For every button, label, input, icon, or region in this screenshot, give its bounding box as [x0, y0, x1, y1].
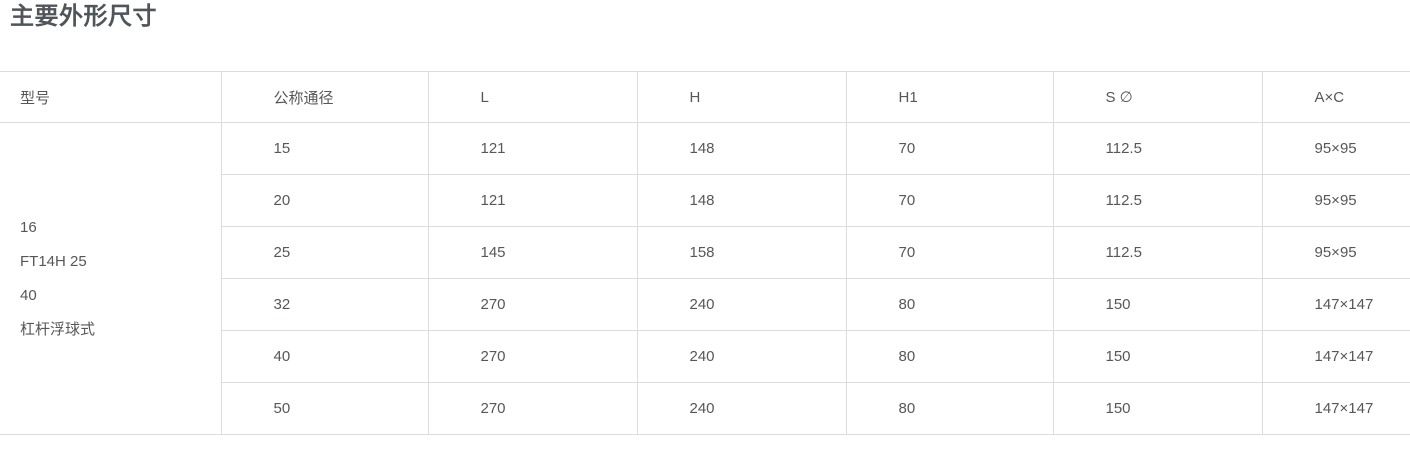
cell-h: 240 [636, 330, 847, 383]
cell-axc: 95×95 [1261, 122, 1410, 175]
cell-axc: 147×147 [1261, 382, 1410, 435]
cell-h: 148 [636, 174, 847, 227]
col-header-h1: H1 [845, 71, 1054, 123]
cell-dn: 20 [221, 174, 429, 227]
cell-l: 270 [427, 278, 638, 331]
model-cell: 16 FT14H 25 40 杠杆浮球式 [0, 122, 222, 435]
table-row: 16 FT14H 25 40 杠杆浮球式 15 121 148 70 112.5… [0, 122, 1410, 435]
cell-h: 148 [636, 122, 847, 175]
cell-dn: 50 [221, 382, 429, 435]
cell-l: 145 [427, 226, 638, 279]
table-row: 25 145 158 70 112.5 95×95 [0, 226, 1410, 279]
cell-l: 270 [427, 330, 638, 383]
table-row: 40 270 240 80 150 147×147 [0, 330, 1410, 383]
cell-s: 112.5 [1052, 226, 1263, 279]
cell-axc: 147×147 [1261, 330, 1410, 383]
cell-l: 270 [427, 382, 638, 435]
cell-dn: 40 [221, 330, 429, 383]
cell-s: 150 [1052, 278, 1263, 331]
model-line: FT14H 25 [20, 252, 87, 270]
cell-h1: 80 [845, 382, 1054, 435]
cell-dn: 32 [221, 278, 429, 331]
page-title: 主要外形尺寸 [10, 3, 157, 30]
cell-h1: 80 [845, 278, 1054, 331]
cell-dn: 15 [220, 122, 429, 175]
cell-h1: 80 [845, 330, 1054, 383]
model-line: 杠杆浮球式 [20, 320, 96, 338]
table-row: 50 270 240 80 150 147×147 [0, 382, 1410, 435]
model-line: 16 [20, 218, 37, 236]
col-header-l: L [427, 71, 638, 123]
cell-l: 121 [427, 122, 638, 175]
col-header-axc: A×C [1261, 71, 1410, 123]
cell-axc: 147×147 [1261, 278, 1410, 331]
col-header-dn: 公称通径 [220, 71, 429, 123]
cell-axc: 95×95 [1261, 174, 1410, 227]
dimensions-table: 型号 公称通径 L H H1 S ∅ A×C 16 FT14H 25 40 杠杆… [0, 71, 1410, 435]
cell-s: 112.5 [1052, 174, 1263, 227]
cell-h1: 70 [845, 226, 1054, 279]
cell-h: 158 [636, 226, 847, 279]
cell-s: 150 [1052, 330, 1263, 383]
cell-h: 240 [636, 382, 847, 435]
cell-axc: 95×95 [1261, 226, 1410, 279]
col-header-s-diameter: S ∅ [1052, 71, 1263, 123]
header-row: 型号 公称通径 L H H1 S ∅ A×C [0, 71, 1410, 123]
cell-h1: 70 [845, 122, 1054, 175]
cell-s: 112.5 [1052, 122, 1263, 175]
cell-l: 121 [427, 174, 638, 227]
cell-h1: 70 [845, 174, 1054, 227]
cell-s: 150 [1052, 382, 1263, 435]
model-line: 40 [20, 286, 37, 304]
cell-dn: 25 [221, 226, 429, 279]
col-header-model: 型号 [0, 71, 222, 123]
cell-h: 240 [636, 278, 847, 331]
col-header-h: H [636, 71, 847, 123]
